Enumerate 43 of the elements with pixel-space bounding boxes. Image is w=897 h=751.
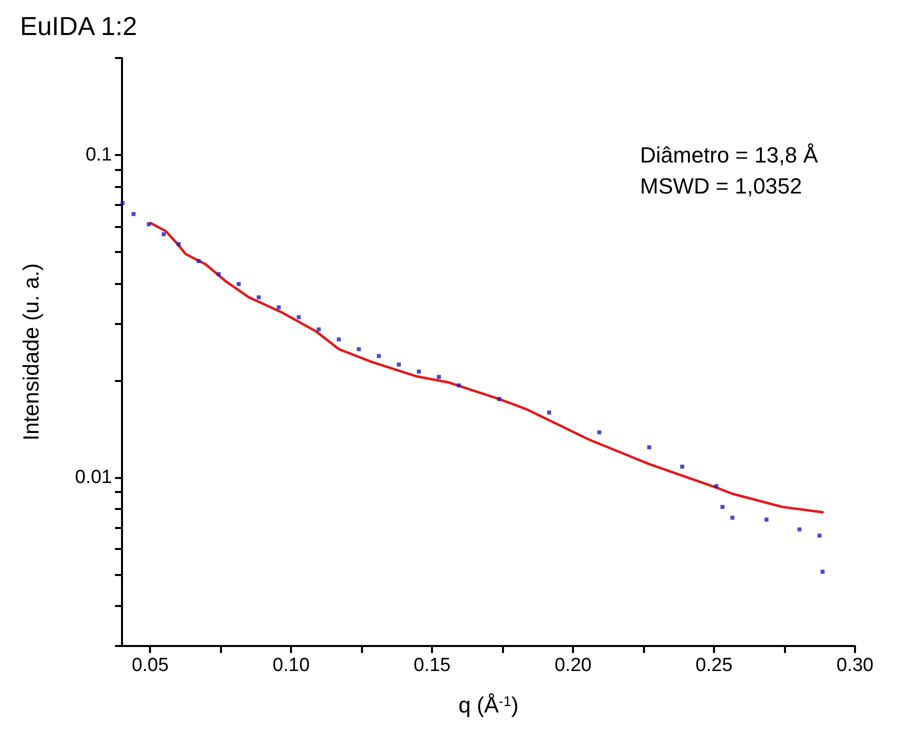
point	[714, 484, 718, 488]
x-tick-label: 0.10	[272, 655, 310, 676]
point	[817, 534, 822, 538]
point	[256, 295, 261, 300]
x-tick-label: 0.20	[554, 655, 592, 676]
point	[176, 242, 181, 246]
point	[162, 232, 166, 236]
point	[597, 430, 602, 434]
annotation: Diâmetro = 13,8 Å	[640, 142, 818, 168]
point	[547, 410, 552, 415]
point	[296, 315, 301, 320]
point	[236, 282, 241, 286]
point	[730, 516, 734, 520]
chart-title: EuIDA 1:2	[20, 11, 138, 41]
annotation: MSWD = 1,0352	[640, 174, 802, 198]
y-tick-label: 0.1	[86, 144, 112, 166]
x-tick-label: 0.05	[132, 655, 169, 676]
point	[196, 259, 201, 264]
point	[146, 222, 151, 226]
point	[376, 354, 381, 358]
x-tick-label: 0.15	[414, 655, 451, 676]
point	[680, 464, 684, 469]
point	[316, 327, 321, 332]
point	[336, 337, 341, 342]
point	[396, 362, 401, 367]
point	[356, 347, 361, 352]
point	[797, 527, 802, 532]
point	[647, 445, 652, 450]
point	[720, 504, 724, 509]
point	[120, 201, 125, 205]
point	[497, 397, 502, 402]
point	[436, 374, 441, 379]
point	[216, 272, 221, 276]
point	[416, 370, 421, 374]
point	[820, 570, 825, 574]
x-tick-label: 0.30	[836, 655, 874, 676]
x-tick-label: 0.25	[696, 655, 733, 676]
y-axis-title: Intensidade (u. a.)	[18, 263, 44, 441]
y-tick-label: 0.01	[75, 466, 112, 488]
point	[276, 305, 281, 310]
point	[764, 518, 768, 522]
point	[456, 383, 461, 388]
point	[132, 212, 136, 216]
